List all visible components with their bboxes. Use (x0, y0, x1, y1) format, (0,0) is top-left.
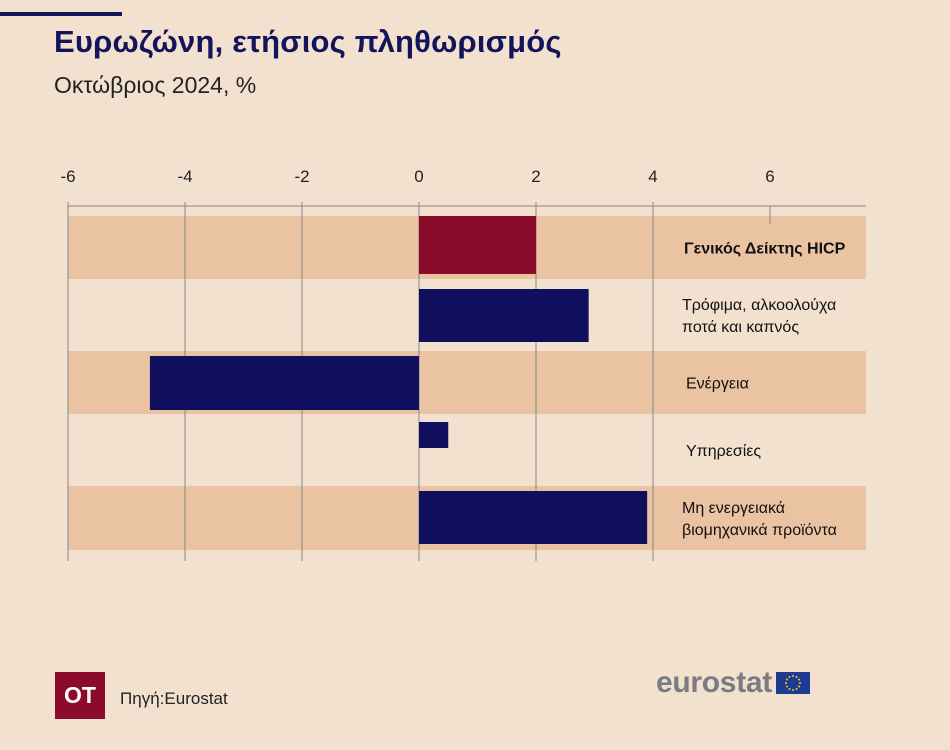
flag-field (775, 672, 810, 694)
bar (149, 356, 419, 410)
flag-star (798, 685, 801, 688)
category-label: Τρόφιμα, αλκοολούχα (682, 297, 836, 314)
flag-star (795, 675, 798, 678)
chart-title: Ευρωζώνη, ετήσιος πληθωρισμός (54, 24, 562, 59)
bar-chart: -6 -4 -2 0 2 4 6 Γενικός Δείκτης HICP Τρόφιμα, α… (60, 167, 866, 561)
category-label: Ενέργεια (686, 376, 749, 393)
bar (419, 491, 648, 544)
eu-flag-icon (775, 672, 810, 694)
category-label: Υπηρεσίες (686, 443, 761, 460)
chart-subtitle: Οκτώβριος 2024, % (54, 72, 257, 98)
category-label: Γενικός Δείκτης HICP (684, 241, 846, 258)
x-tick-label: 6 (765, 167, 774, 186)
x-tick-label: 4 (648, 167, 657, 186)
eurostat-logo: eurostat (656, 666, 810, 700)
flag-star (798, 682, 801, 684)
category-label: βιομηχανικά προϊόντα (682, 522, 837, 539)
ot-logo: ΟΤ (55, 672, 105, 719)
x-tick-label: 0 (414, 167, 423, 186)
flag-star (788, 675, 791, 678)
flag-star (784, 682, 787, 684)
x-tick-label: -4 (177, 167, 192, 186)
bar (419, 289, 589, 342)
category-label: ποτά και καπνός (682, 319, 799, 336)
flag-star (791, 689, 794, 691)
eurostat-wordmark: eurostat (656, 666, 772, 699)
flag-star (791, 675, 794, 677)
flag-star (788, 688, 791, 691)
flag-star (798, 678, 801, 681)
x-tick-label: -2 (294, 167, 309, 186)
bar (419, 216, 536, 274)
flag-star (795, 688, 798, 691)
x-tick-label: -6 (60, 167, 75, 186)
x-tick-label: 2 (531, 167, 540, 186)
flag-star (785, 685, 788, 688)
flag-star (785, 678, 788, 681)
category-label: Μη ενεργειακά (682, 500, 785, 517)
title-accent-line (0, 12, 122, 16)
source-note: Πηγή:Eurostat (120, 689, 228, 708)
bar (419, 422, 449, 448)
